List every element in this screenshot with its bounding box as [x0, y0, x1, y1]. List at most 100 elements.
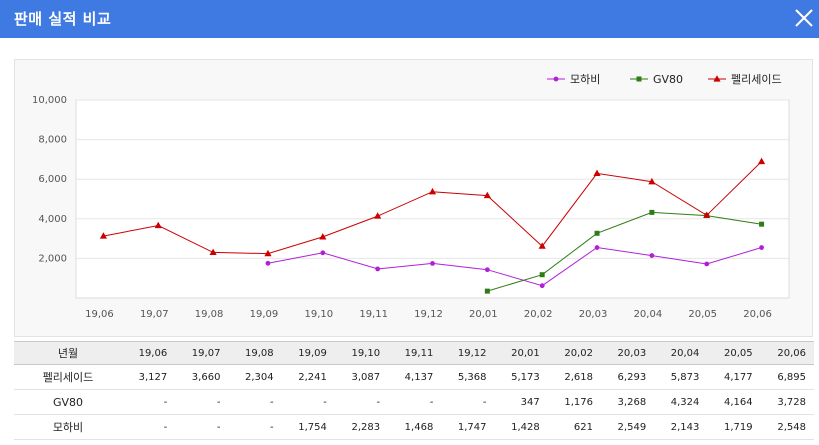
data-point: [154, 221, 162, 229]
table-cell: 2,143: [654, 414, 708, 440]
column-header: 19,12: [441, 341, 495, 365]
x-tick-label: 19,07: [140, 309, 169, 320]
data-point: [209, 248, 217, 255]
data-point: [704, 261, 710, 267]
table-cell: 4,177: [707, 364, 761, 390]
chart-panel: 2,000 4,000 6,000 8,000 10,000 19,06 19,07 19,0…: [14, 59, 813, 337]
column-header: 20,02: [547, 341, 601, 365]
x-tick-label: 19,08: [195, 309, 224, 320]
table-cell: 1,428: [494, 414, 548, 440]
table-cell: 621: [547, 414, 601, 440]
line-chart: 2,000 4,000 6,000 8,000 10,000 19,06 19,07 19,0…: [32, 72, 790, 320]
table-cell: 5,873: [654, 364, 708, 390]
table-cell: -: [441, 389, 495, 415]
x-tick-label: 19,10: [304, 309, 333, 320]
table-cell: -: [122, 414, 176, 440]
legend-label: 펠리세이드: [731, 73, 782, 86]
column-header: 19,07: [175, 341, 229, 365]
y-tick-label: 8,000: [38, 135, 67, 146]
row-label: 모하비: [14, 414, 122, 440]
table-cell: 2,618: [547, 364, 601, 390]
table-cell: 3,127: [122, 364, 176, 390]
data-point: [649, 253, 655, 258]
row-label: 펠리세이드: [14, 364, 122, 390]
y-tick-label: 2,000: [38, 253, 67, 264]
table-cell: 1,719: [707, 414, 761, 440]
series-line: [267, 246, 762, 287]
table-cell: -: [175, 389, 229, 415]
data-point: [539, 272, 545, 278]
table-header-row: 년월 19,06 19,07 19,08 19,09 19,10 19,11 19,12 20…: [14, 341, 814, 365]
table-cell: 347: [494, 389, 548, 415]
table-cell: 1,747: [441, 414, 495, 440]
x-tick-label: 19,12: [414, 309, 443, 320]
table-cell: -: [122, 389, 176, 415]
table-cell: 3,728: [760, 389, 814, 415]
data-point: [593, 169, 601, 176]
legend-marker: [636, 76, 642, 82]
data-point: [703, 211, 711, 218]
y-tick-label: 4,000: [38, 214, 67, 225]
legend-label: 모하비: [570, 72, 600, 86]
table-cell: 4,164: [707, 389, 761, 415]
table-cell: -: [175, 414, 229, 440]
data-point: [649, 209, 655, 215]
column-header: 20,05: [707, 341, 761, 365]
table-body: 펠리세이드 3,127 3,660 2,304 2,241 3,087 4,137 5,368…: [14, 364, 814, 440]
table-cell: 1,468: [388, 414, 442, 440]
column-header: 19,11: [388, 341, 442, 365]
data-point: [484, 267, 490, 273]
table-cell: 3,660: [175, 364, 229, 390]
table-cell: -: [228, 414, 282, 440]
column-header: 20,04: [654, 341, 708, 365]
x-tick-label: 20,05: [688, 309, 717, 320]
table-cell: 3,268: [600, 389, 655, 415]
x-tick-label: 19,11: [359, 309, 388, 320]
table-cell: -: [388, 389, 442, 415]
data-point: [594, 230, 600, 236]
legend-label: GV80: [653, 73, 683, 86]
data-point: [484, 288, 490, 294]
table-cell: 2,549: [600, 414, 655, 440]
series-line: [487, 211, 762, 292]
data-point: [759, 221, 765, 227]
data-point: [594, 245, 600, 250]
title-bar: 판매 실적 비교: [0, 0, 819, 38]
table-cell: 2,304: [228, 364, 282, 390]
sales-table: 년월 19,06 19,07 19,08 19,09 19,10 19,11 19,12 20…: [14, 341, 814, 440]
table-cell: -: [228, 389, 282, 415]
table-row: 펠리세이드 3,127 3,660 2,304 2,241 3,087 4,137 5,368…: [14, 364, 814, 390]
x-tick-label: 20,03: [579, 309, 608, 320]
table-cell: 6,293: [600, 364, 655, 390]
data-point: [265, 260, 271, 266]
x-tick-label: 20,02: [524, 309, 553, 320]
x-tick-label: 20,01: [469, 309, 498, 320]
data-point: [757, 157, 766, 165]
legend-marker: [713, 75, 721, 82]
table-cell: 2,548: [760, 414, 814, 440]
data-point: [538, 242, 546, 249]
legend-marker: [553, 76, 559, 82]
table-row: 모하비 - - -1,754 2,283 1,468 1,747 1,428 621 2,549 2…: [14, 414, 814, 440]
header-label: 년월: [14, 341, 122, 365]
x-tick-label: 20,04: [634, 309, 663, 320]
column-header: 19,06: [122, 341, 176, 365]
close-icon[interactable]: [791, 5, 817, 31]
data-point: [375, 266, 381, 272]
table-cell: 1,176: [547, 389, 601, 415]
data-point: [648, 177, 656, 185]
table-cell: 2,241: [281, 364, 335, 390]
table-cell: 2,283: [334, 414, 389, 440]
data-point: [374, 212, 382, 219]
data-point: [428, 187, 437, 195]
column-header: 20,06: [760, 341, 814, 365]
x-tick-label: 19,09: [250, 309, 279, 320]
table-row: GV80- - - - - - -347 1,176 3,268 4,324 4,164 3,728: [14, 389, 814, 415]
y-tick-label: 6,000: [38, 174, 67, 185]
window-title: 판매 실적 비교: [14, 10, 112, 28]
table-cell: 1,754: [281, 414, 335, 440]
table-cell: 4,324: [654, 389, 708, 415]
plot-area: [75, 99, 790, 299]
table-cell: 5,368: [441, 364, 495, 390]
x-tick-label: 20,06: [743, 309, 772, 320]
